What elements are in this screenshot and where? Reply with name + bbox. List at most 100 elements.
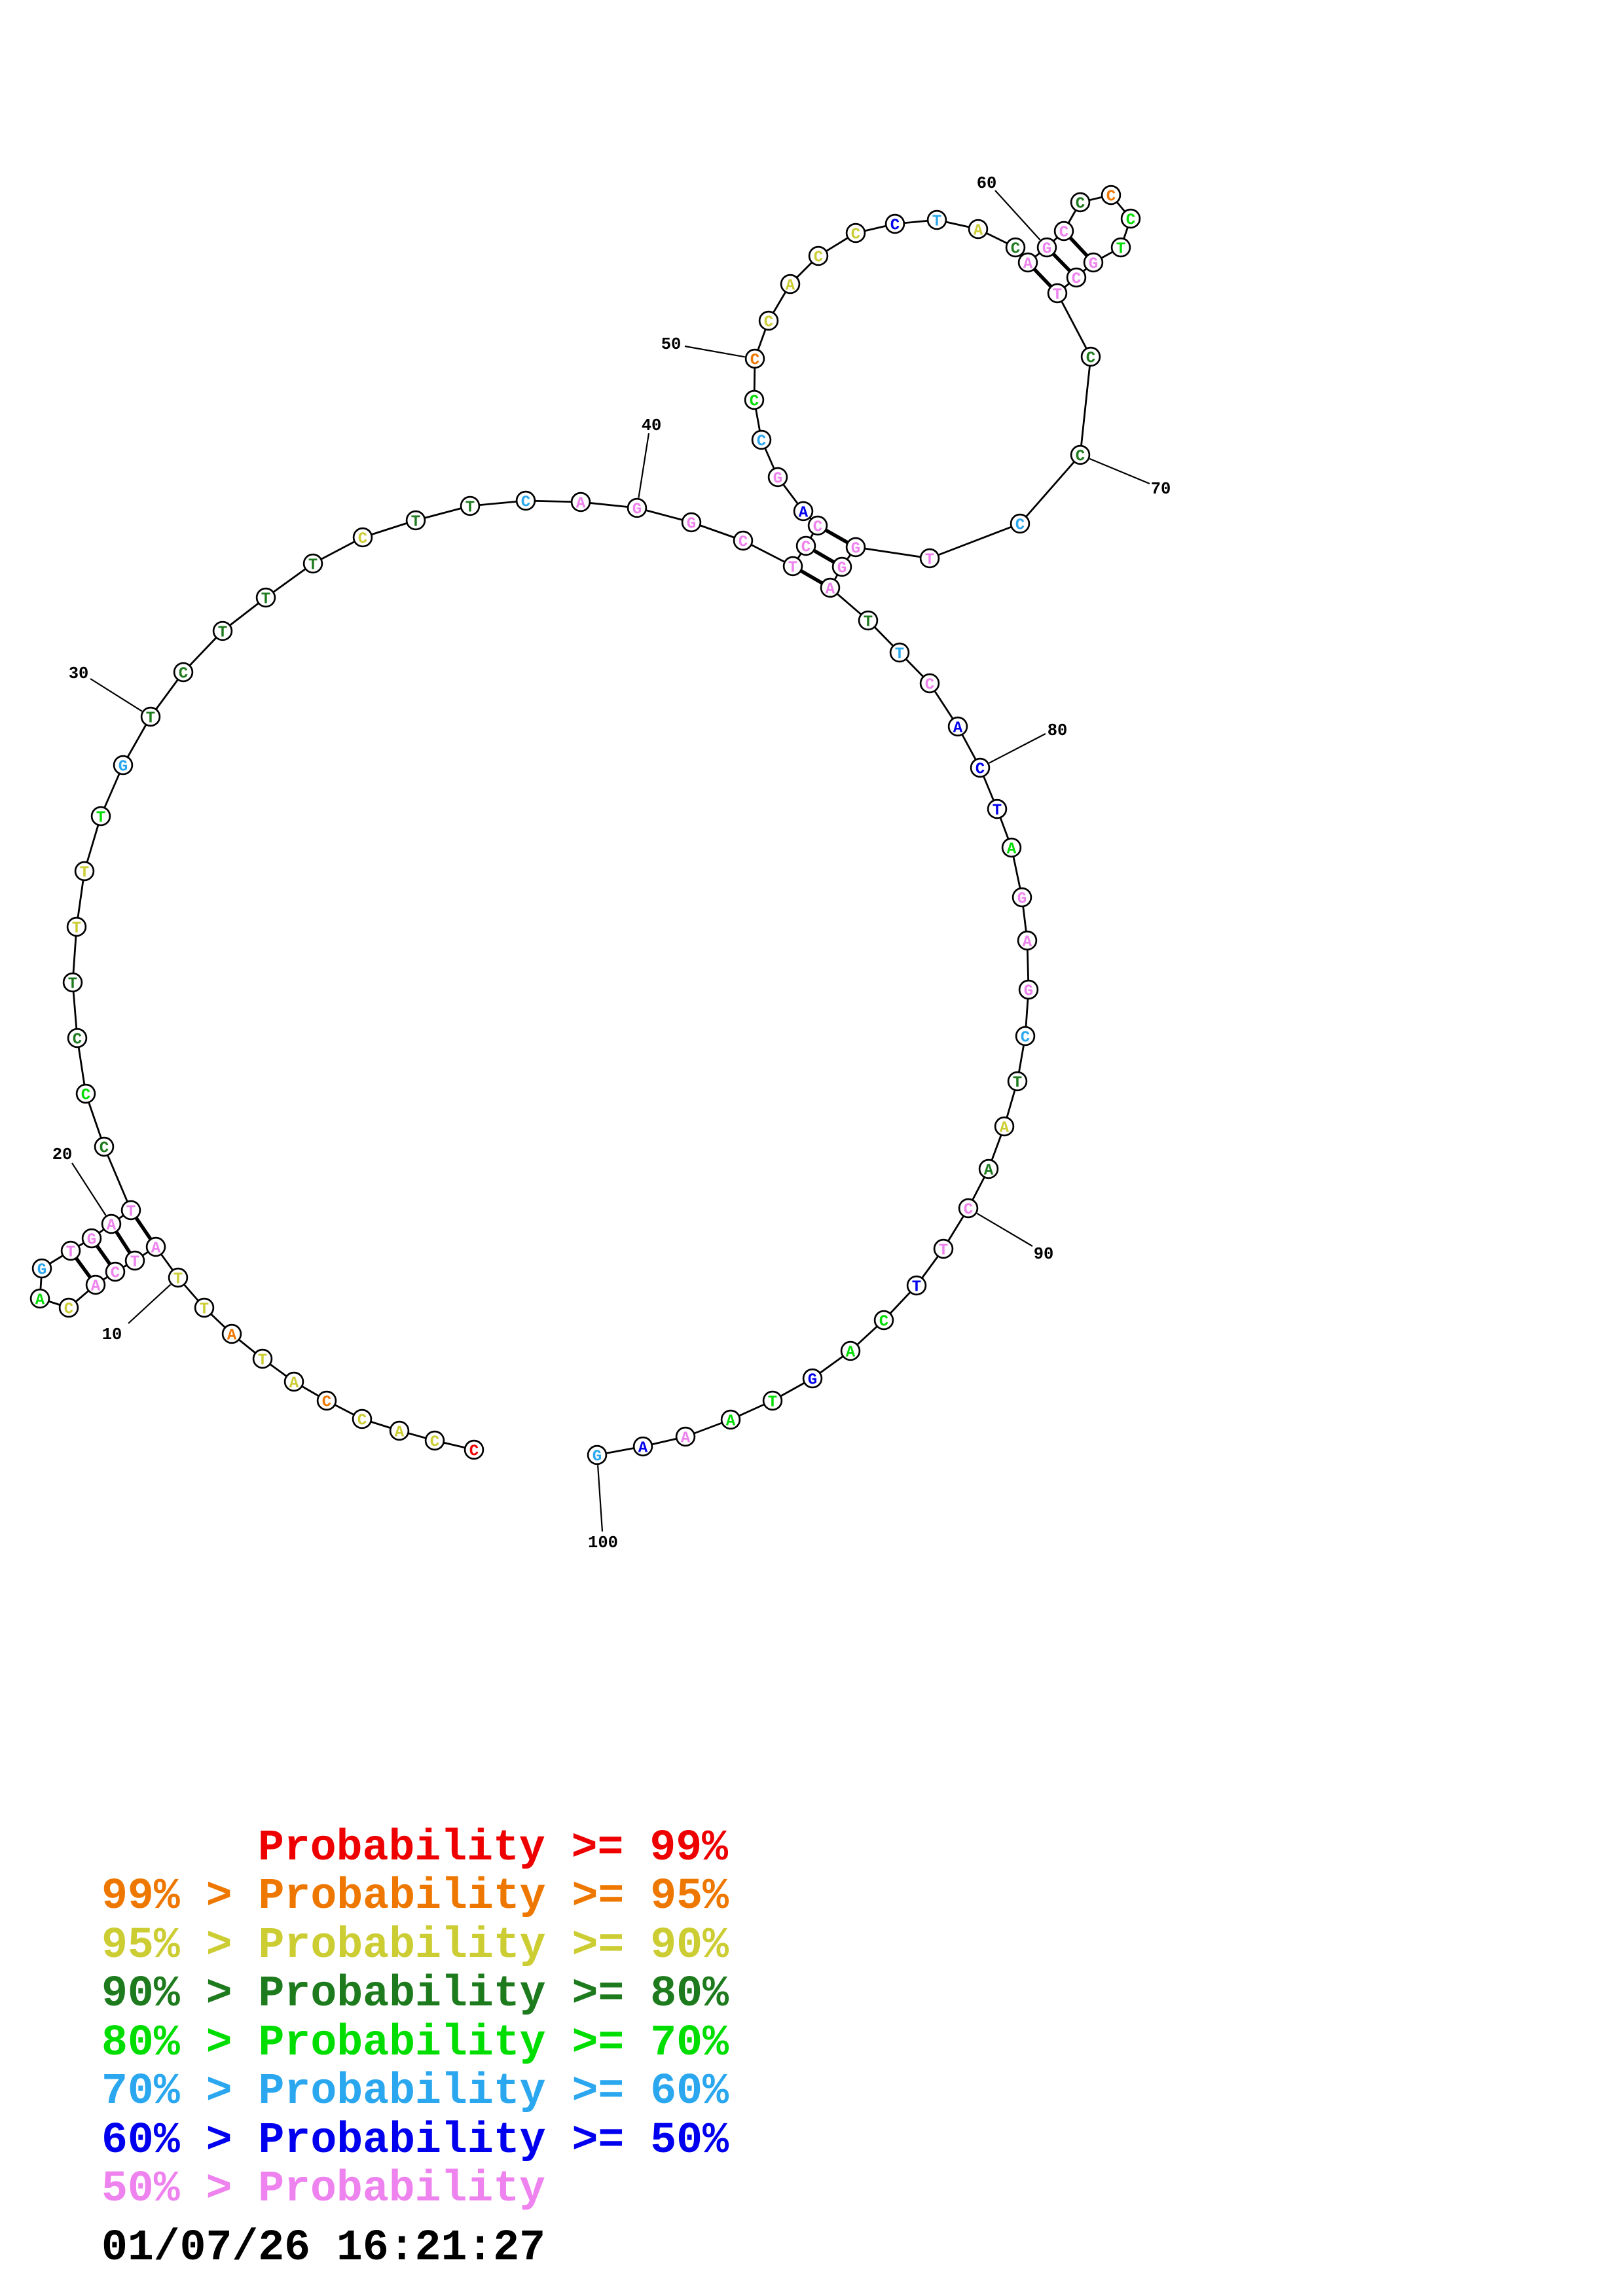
svg-text:A: A	[1023, 933, 1032, 951]
svg-text:T: T	[1053, 286, 1062, 304]
svg-text:10: 10	[102, 1325, 122, 1344]
svg-text:T: T	[925, 551, 934, 569]
svg-text:C: C	[801, 539, 811, 556]
svg-text:T: T	[939, 1242, 948, 1259]
svg-text:50: 50	[661, 335, 682, 354]
svg-text:C: C	[179, 665, 188, 683]
svg-text:A: A	[799, 504, 809, 522]
svg-text:C: C	[1106, 188, 1116, 206]
svg-text:60: 60	[977, 174, 997, 193]
svg-text:A: A	[1000, 1119, 1010, 1137]
svg-text:A: A	[846, 1344, 856, 1361]
svg-text:T: T	[864, 613, 873, 631]
svg-text:99% > Probability >= 95%: 99% > Probability >= 95%	[101, 1872, 729, 1921]
svg-text:C: C	[750, 351, 759, 369]
svg-text:A: A	[1023, 255, 1033, 273]
svg-text:G: G	[632, 501, 642, 518]
svg-text:T: T	[218, 624, 227, 641]
svg-text:T: T	[96, 809, 105, 827]
svg-text:C: C	[757, 433, 766, 450]
svg-text:G: G	[1017, 890, 1027, 908]
svg-text:T: T	[173, 1270, 183, 1288]
svg-text:T: T	[895, 645, 904, 663]
svg-text:A: A	[638, 1439, 648, 1457]
svg-text:A: A	[726, 1412, 736, 1430]
svg-text:T: T	[465, 499, 475, 516]
svg-text:T: T	[258, 1352, 267, 1369]
svg-text:C: C	[964, 1201, 973, 1219]
svg-text:40: 40	[642, 416, 662, 435]
svg-text:G: G	[837, 560, 847, 577]
svg-text:A: A	[35, 1291, 45, 1309]
svg-text:A: A	[227, 1327, 237, 1344]
svg-text:A: A	[91, 1278, 101, 1295]
svg-text:C: C	[111, 1265, 120, 1282]
svg-text:T: T	[130, 1253, 139, 1271]
svg-text:C: C	[1015, 516, 1025, 534]
svg-text:G: G	[37, 1261, 46, 1279]
svg-text:A: A	[576, 495, 586, 512]
svg-text:C: C	[73, 1031, 82, 1049]
svg-text:C: C	[739, 533, 748, 551]
svg-text:A: A	[953, 719, 963, 737]
svg-text:C: C	[100, 1139, 109, 1157]
svg-text:A: A	[974, 222, 983, 240]
svg-text:C: C	[925, 676, 934, 694]
svg-text:T: T	[308, 556, 318, 574]
svg-text:C: C	[764, 314, 773, 331]
svg-text:A: A	[395, 1424, 405, 1441]
svg-text:T: T	[200, 1300, 209, 1318]
svg-text:A: A	[1007, 840, 1017, 858]
svg-text:A: A	[984, 1162, 994, 1179]
svg-text:C: C	[851, 226, 860, 243]
svg-text:T: T	[66, 1244, 75, 1261]
svg-text:T: T	[768, 1393, 777, 1411]
svg-text:C: C	[1021, 1029, 1030, 1047]
svg-text:A: A	[107, 1217, 117, 1234]
svg-text:80% > Probability >= 70%: 80% > Probability >= 70%	[101, 2018, 729, 2068]
svg-text:G: G	[1024, 982, 1033, 1000]
svg-text:G: G	[851, 540, 860, 558]
svg-text:T: T	[993, 802, 1002, 819]
svg-text:90% > Probability >= 80%: 90% > Probability >= 80%	[101, 1969, 729, 2018]
svg-text:70% > Probability >= 60%: 70% > Probability >= 60%	[101, 2067, 729, 2116]
svg-text:C: C	[469, 1443, 479, 1460]
svg-text:C: C	[322, 1393, 331, 1411]
svg-text:T: T	[68, 975, 77, 993]
svg-text:G: G	[687, 515, 696, 533]
svg-text:60% > Probability >= 50%: 60% > Probability >= 50%	[101, 2116, 729, 2165]
svg-text:C: C	[1086, 350, 1095, 367]
svg-text:G: G	[1089, 255, 1098, 273]
svg-text:T: T	[932, 213, 941, 230]
svg-text:A: A	[681, 1429, 691, 1447]
svg-text:T: T	[72, 920, 81, 937]
svg-text:C: C	[1072, 270, 1081, 288]
svg-text:C: C	[814, 249, 823, 266]
svg-text:C: C	[1076, 448, 1085, 465]
svg-text:C: C	[813, 518, 822, 536]
svg-text:C: C	[1011, 240, 1020, 258]
svg-text:90: 90	[1034, 1245, 1054, 1264]
svg-text:A: A	[826, 581, 835, 598]
svg-text:C: C	[750, 393, 759, 410]
svg-text:G: G	[808, 1371, 817, 1389]
svg-text:T: T	[788, 559, 797, 577]
svg-text:C: C	[1076, 195, 1085, 213]
svg-text:G: G	[87, 1231, 96, 1249]
svg-text:70: 70	[1151, 480, 1171, 499]
svg-text:C: C	[358, 530, 367, 548]
svg-text:C: C	[976, 761, 985, 778]
svg-text:80: 80	[1048, 721, 1068, 740]
svg-text:100: 100	[588, 1534, 618, 1552]
svg-text:C: C	[64, 1300, 73, 1318]
svg-text:20: 20	[52, 1145, 73, 1164]
svg-text:T: T	[912, 1278, 921, 1296]
svg-text:C: C	[521, 493, 530, 511]
svg-text:C: C	[879, 1313, 888, 1331]
svg-text:G: G	[119, 758, 128, 776]
svg-text:A: A	[151, 1240, 161, 1257]
svg-text:C: C	[430, 1433, 439, 1451]
svg-text:95% > Probability >= 90%: 95% > Probability >= 90%	[101, 1921, 729, 1970]
svg-text:C: C	[357, 1412, 367, 1429]
svg-text:C: C	[1059, 224, 1068, 242]
